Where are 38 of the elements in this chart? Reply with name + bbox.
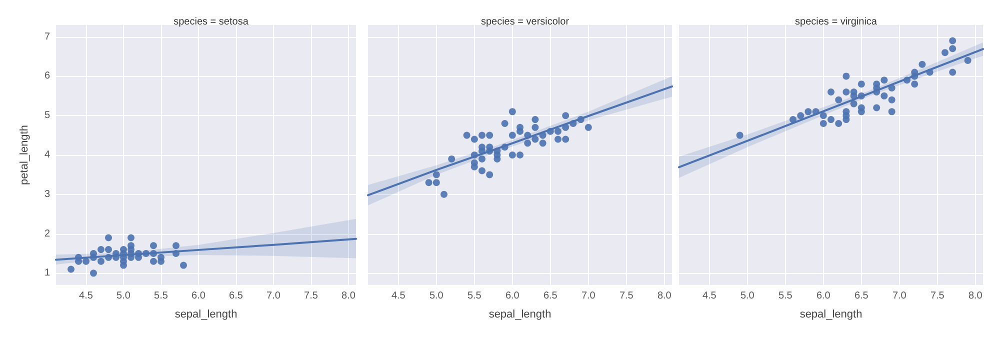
x-tick-label: 5.0 — [740, 290, 755, 302]
y-tick-label: 2 — [44, 228, 50, 240]
x-tick-label: 6.5 — [854, 290, 869, 302]
y-tick-label: 6 — [44, 70, 50, 82]
x-tick-label: 6.5 — [229, 290, 244, 302]
y-tick-label: 4 — [44, 150, 50, 160]
x-axis-title: sepal_length — [174, 308, 238, 320]
x-tick-label: 8.0 — [657, 290, 672, 302]
x-tick-label: 4.5 — [702, 290, 717, 302]
x-tick-label: 4.5 — [79, 290, 94, 302]
y-tick-label: 7 — [44, 31, 50, 42]
x-tick-label: 7.0 — [581, 290, 596, 302]
chart-title: species = setosa — [174, 16, 249, 28]
y-axis-title: petal_length — [18, 125, 30, 185]
y-tick-label: 5 — [44, 110, 50, 122]
chart-title: species = versicolor — [480, 16, 570, 28]
x-tick-label: 5.0 — [116, 290, 131, 302]
y-tick-label: 3 — [44, 188, 50, 200]
x-tick-label: 5.5 — [467, 290, 482, 302]
x-tick-label: 6.5 — [543, 290, 558, 302]
x-tick-label: 6.0 — [505, 290, 520, 302]
x-tick-label: 7.5 — [304, 290, 318, 302]
x-tick-label: 4.5 — [391, 290, 406, 302]
x-tick-label: 7.5 — [619, 290, 634, 302]
x-tick-label: 6.0 — [192, 290, 206, 302]
x-tick-label: 8.0 — [342, 290, 356, 302]
x-axis-title: sepal_length — [800, 308, 862, 320]
x-tick-label: 5.5 — [778, 290, 793, 302]
x-tick-label: 7.0 — [266, 290, 281, 302]
x-tick-label: 5.5 — [154, 290, 168, 302]
x-tick-label: 7.5 — [930, 290, 945, 302]
x-tick-label: 5.0 — [429, 290, 444, 302]
x-tick-label: 8.0 — [968, 290, 983, 302]
chart-title: species = virginica — [795, 16, 878, 28]
x-axis-title: sepal_length — [488, 308, 552, 320]
x-tick-label: 6.0 — [816, 290, 831, 302]
x-tick-label: 7.0 — [892, 290, 907, 302]
y-tick-label: 1 — [44, 268, 50, 279]
